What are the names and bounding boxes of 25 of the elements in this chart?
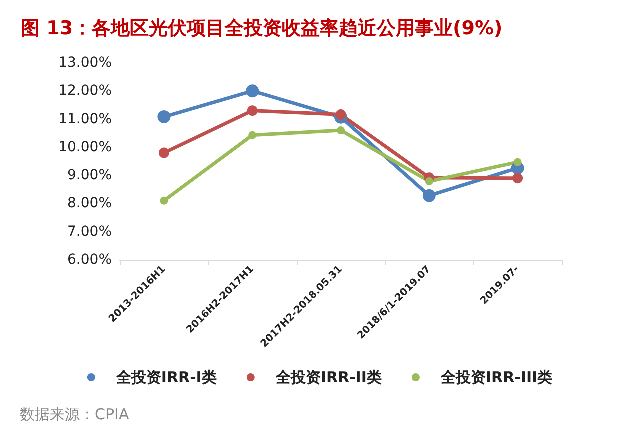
point: [158, 148, 170, 158]
point: [514, 158, 522, 166]
y-tick-label: 11.00%: [58, 111, 112, 128]
point: [512, 173, 524, 184]
point: [422, 189, 436, 202]
y-tick-label: 8.00%: [68, 196, 112, 212]
y-tick-label: 12.00%: [58, 83, 112, 100]
point: [247, 106, 258, 116]
point: [425, 177, 434, 186]
point: [246, 84, 260, 98]
point: [337, 126, 345, 135]
legend-label: 全投资IRR-III类: [440, 368, 553, 386]
chart-title: 图 13：各地区光伏项目全投资收益率趋近公用事业(9%): [21, 18, 503, 40]
y-tick-label: 10.00%: [58, 139, 112, 156]
y-tick-label: 9.00%: [68, 168, 112, 184]
point: [248, 131, 257, 140]
point: [336, 110, 346, 120]
y-tick-label: 7.00%: [68, 224, 112, 240]
y-tick-label: 6.00%: [68, 252, 112, 268]
legend-label: 全投资IRR-II类: [274, 368, 382, 386]
point: [158, 110, 171, 124]
point: [160, 196, 168, 205]
source-note: 数据来源：CPIA: [20, 406, 130, 424]
legend-label: 全投资IRR-I类: [115, 368, 217, 386]
y-tick-label: 13.00%: [58, 55, 112, 71]
